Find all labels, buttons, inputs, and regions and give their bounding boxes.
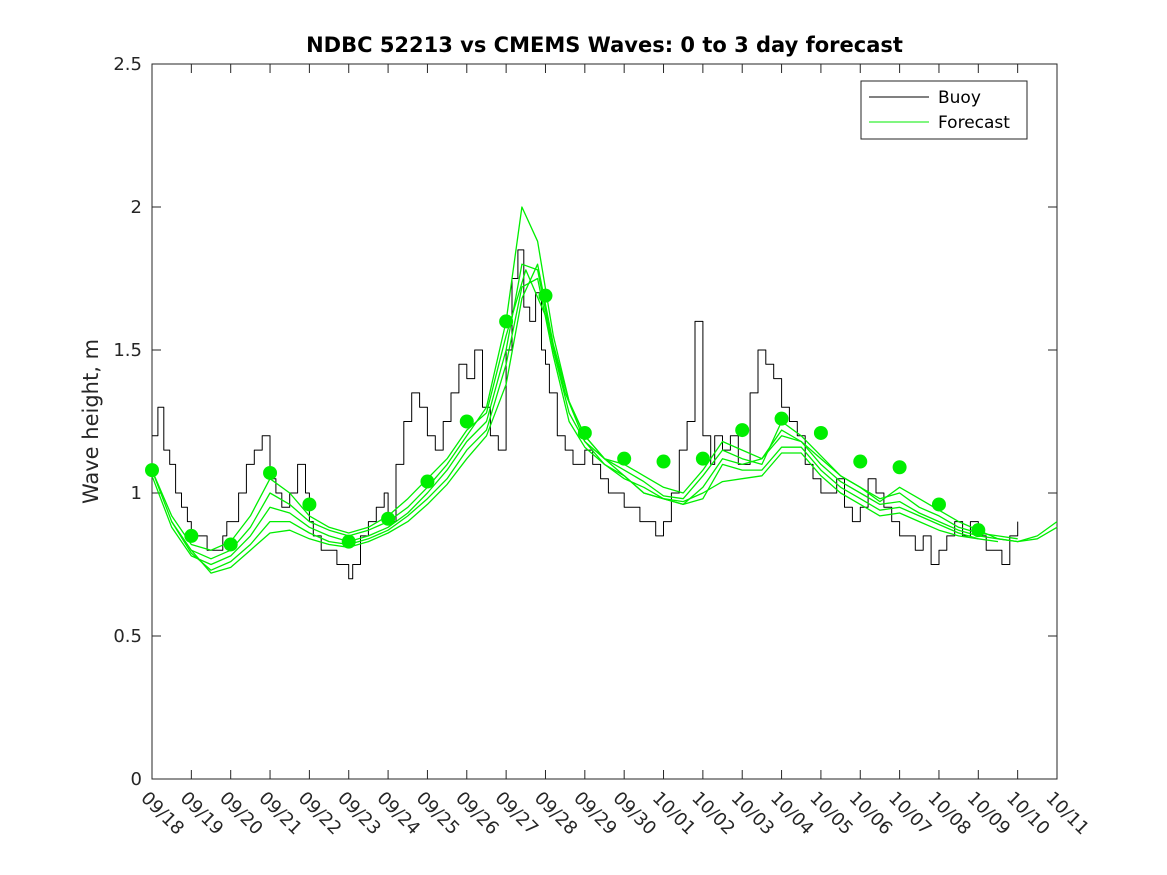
forecast-analysis-marker: [577, 425, 592, 440]
forecast-analysis-marker: [381, 511, 396, 526]
forecast-series-line: [171, 277, 999, 571]
legend-box: [860, 80, 1028, 140]
forecast-analysis-marker: [892, 460, 907, 475]
forecast-analysis-marker: [656, 454, 671, 469]
forecast-analysis-marker: [302, 497, 317, 512]
forecast-analysis-marker: [695, 451, 710, 466]
buoy-series-line: [152, 249, 1019, 580]
forecast-analysis-marker: [145, 463, 159, 478]
y-tick-label: 0.5: [113, 626, 142, 647]
y-tick-label: 1.5: [113, 340, 142, 361]
forecast-analysis-marker: [341, 534, 356, 549]
y-tick-label: 2.5: [113, 54, 142, 75]
forecast-analysis-marker: [853, 454, 868, 469]
forecast-analysis-marker: [813, 425, 828, 440]
forecast-analysis-marker: [971, 523, 986, 538]
axes-area: [151, 63, 1058, 780]
forecast-analysis-marker: [499, 314, 514, 329]
tick-marks: [151, 63, 1058, 780]
forecast-analysis-marker: [223, 537, 238, 552]
forecast-series-line: [151, 263, 1058, 566]
y-tick-label: 0: [131, 769, 142, 790]
forecast-analysis-marker: [263, 465, 278, 480]
forecast-series-line: [190, 263, 979, 574]
analysis-markers: [145, 288, 986, 552]
series-lines: [151, 206, 1058, 580]
legend: Buoy Forecast: [860, 80, 1028, 140]
forecast-analysis-marker: [735, 423, 750, 438]
forecast-analysis-marker: [774, 411, 789, 426]
legend-label-buoy: Buoy: [938, 88, 981, 108]
forecast-analysis-marker: [617, 451, 632, 466]
forecast-analysis-marker: [420, 474, 435, 489]
forecast-analysis-marker: [538, 288, 553, 303]
y-tick-label: 1: [131, 483, 142, 504]
y-tick-label: 2: [131, 197, 142, 218]
forecast-analysis-marker: [184, 528, 199, 543]
forecast-analysis-marker: [931, 497, 946, 512]
forecast-analysis-marker: [459, 414, 474, 429]
chart-title: NDBC 52213 vs CMEMS Waves: 0 to 3 day fo…: [306, 33, 903, 57]
legend-label-forecast: Forecast: [938, 113, 1010, 133]
y-axis-label: Wave height, m: [79, 339, 103, 504]
